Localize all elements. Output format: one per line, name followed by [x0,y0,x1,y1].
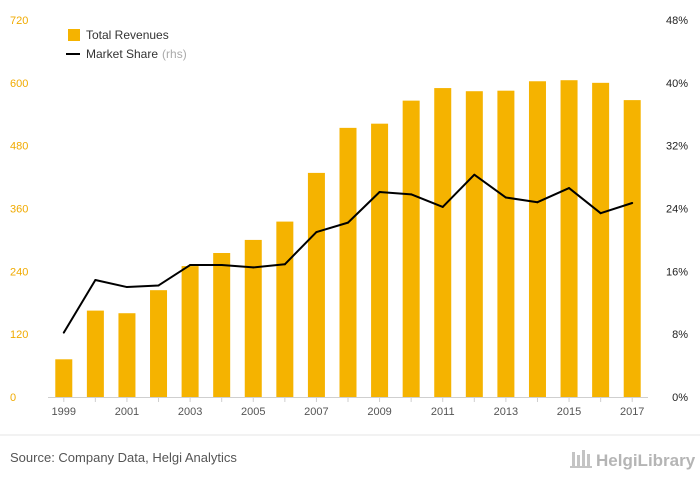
market-share-point [283,263,286,266]
source-note: Source: Company Data, Helgi Analytics [10,450,237,465]
market-share-point [631,202,634,205]
market-share-point [62,331,65,334]
x-tick-label: 2013 [494,406,518,418]
x-tick-label: 2015 [557,406,581,418]
market-share-point [473,173,476,176]
market-share-point [599,212,602,215]
market-share-line-group [62,173,634,334]
market-share-point [504,196,507,199]
x-tick-label: 2011 [431,406,455,418]
library-icon [570,450,592,468]
market-share-point [410,193,413,196]
x-tick-label: 2001 [115,406,139,418]
revenue-bar [181,266,199,397]
market-share-point [378,191,381,194]
revenue-bar [402,100,420,397]
market-share-point [157,284,160,287]
brand-logo: HelgiLibrary [570,450,696,470]
revenue-bar [434,88,452,397]
right-tick-label: 32% [666,141,688,153]
revenue-bar [339,127,357,397]
legend-label-revenues: Total Revenues [86,28,169,42]
x-tick-label: 2003 [178,406,202,418]
market-share-point [125,286,128,289]
right-tick-label: 16% [666,266,688,278]
right-tick-label: 40% [666,78,688,90]
revenue-bar [55,359,73,397]
market-share-point [252,266,255,269]
revenue-bar [307,172,325,397]
legend: Total Revenues Market Share (rhs) [66,28,187,61]
left-tick-label: 480 [10,141,28,153]
market-share-point [568,187,571,190]
revenue-bar [592,82,610,397]
revenue-bar [497,90,515,397]
market-share-point [536,201,539,204]
market-share-point [441,205,444,208]
legend-swatch-revenues [68,29,80,41]
x-tick-label: 2009 [367,406,391,418]
x-tick-label: 2007 [304,406,328,418]
revenue-bar [86,310,104,397]
market-share-point [94,278,97,281]
right-tick-label: 24% [666,204,688,216]
market-share-point [189,264,192,267]
legend-label-market-share: Market Share (rhs) [86,47,187,61]
revenue-bar [371,123,389,398]
legend-market-share-name: Market Share [86,47,158,61]
market-share-point [347,221,349,224]
market-share-point [315,231,318,234]
revenue-bar [528,81,546,397]
revenue-bar [276,221,294,397]
x-tick-label: 2017 [620,406,644,418]
left-tick-label: 240 [10,266,28,278]
revenue-bar [150,290,168,397]
x-tick-label: 2005 [241,406,265,418]
brand-name: HelgiLibrary [596,451,696,470]
left-tick-label: 0 [10,392,16,404]
x-axis: 1999 2001 2003 2005 2007 2009 2011 2013 2015 2017 [52,397,644,418]
left-tick-label: 120 [10,329,28,341]
right-tick-label: 8% [672,329,688,341]
legend-market-share-suffix: (rhs) [162,47,187,61]
revenue-bar [623,100,641,398]
revenue-bar [118,313,136,397]
left-tick-label: 600 [10,78,28,90]
right-tick-label: 48% [666,15,688,27]
revenue-bar [560,80,578,398]
market-share-point [220,264,223,267]
revenue-bar [213,253,231,397]
left-tick-label: 360 [10,204,28,216]
left-tick-label: 720 [10,15,28,27]
x-tick-label: 1999 [52,406,76,418]
revenue-bars [55,80,641,398]
right-axis: 0% 8% 16% 24% 32% 40% 48% [666,15,688,404]
revenue-bar [465,91,483,397]
revenue-bar [244,239,262,397]
right-tick-label: 0% [672,392,688,404]
left-axis: 0 120 240 360 480 600 720 [10,15,28,404]
